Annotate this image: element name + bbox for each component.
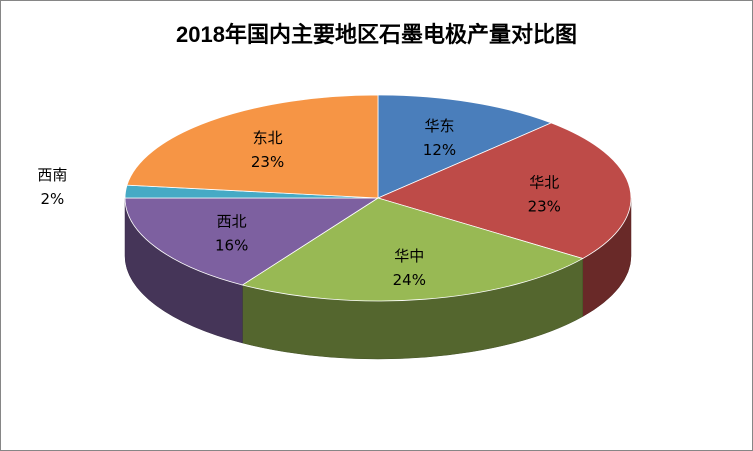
chart-title: 2018年国内主要地区石墨电极产量对比图: [176, 22, 577, 47]
slice-label-name: 东北: [253, 129, 283, 147]
slice-label-value: 23%: [528, 198, 561, 216]
pie-slice-西北: [124, 197, 380, 286]
pie-slice-华北: [376, 122, 632, 259]
slice-label-name: 西南: [37, 166, 67, 184]
slice-label-name: 华东: [424, 117, 454, 135]
slice-label-value: 24%: [393, 271, 426, 289]
pie-slice-华东: [377, 94, 553, 199]
slice-label-value: 12%: [423, 141, 456, 159]
slice-label-value: 2%: [40, 190, 64, 208]
slice-label-value: 23%: [251, 153, 284, 171]
slice-label-value: 16%: [215, 237, 248, 255]
pie-slice-东北: [126, 94, 379, 199]
pie-slices: [124, 94, 632, 302]
slice-label-name: 西北: [217, 213, 247, 231]
slice-label-name: 华北: [529, 174, 559, 192]
slice-label-name: 华中: [394, 247, 424, 265]
slice-labels: 华东 12% 华北 23% 华中 24% 西北 16% 西南 2% 东北 23%: [37, 117, 561, 289]
pie-slice-华中: [241, 197, 584, 302]
